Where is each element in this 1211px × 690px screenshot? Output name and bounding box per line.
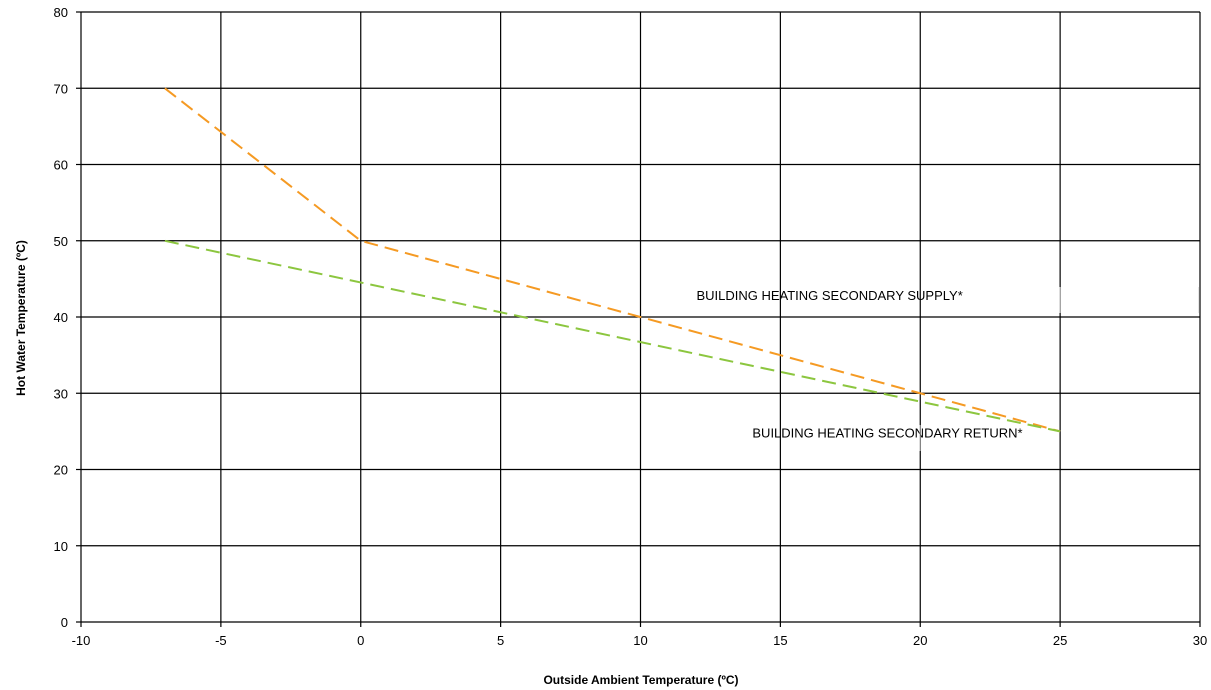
x-axis-title: Outside Ambient Temperature (ºC) — [543, 673, 738, 687]
return-series-line — [164, 239, 1061, 433]
grid — [76, 11, 1201, 627]
y-axis-title: Hot Water Temperature (ºC) — [14, 240, 28, 396]
series — [164, 87, 1061, 433]
y-tick-label: 40 — [54, 310, 68, 325]
y-tick-label: 80 — [54, 5, 68, 20]
annotations: BUILDING HEATING SECONDARY SUPPLY* BUILDI… — [696, 287, 1200, 451]
x-tick-label: 25 — [1053, 633, 1067, 648]
x-tick-label: -10 — [72, 633, 91, 648]
x-tick-label: 30 — [1193, 633, 1207, 648]
y-tick-label: 60 — [54, 158, 68, 173]
x-tick-label: 15 — [773, 633, 787, 648]
y-tick-label: 0 — [61, 615, 68, 630]
x-tick-label: -5 — [215, 633, 227, 648]
x-tick-label: 0 — [357, 633, 364, 648]
y-tick-label: 30 — [54, 386, 68, 401]
return-label: BUILDING HEATING SECONDARY RETURN* — [752, 425, 1022, 440]
supply-label: BUILDING HEATING SECONDARY SUPPLY* — [696, 288, 962, 303]
x-tick-label: 5 — [497, 633, 504, 648]
y-tick-label: 10 — [54, 539, 68, 554]
supply-series-line — [164, 87, 1061, 433]
y-tick-label: 20 — [54, 463, 68, 478]
y-tick-label: 50 — [54, 234, 68, 249]
x-tick-label: 10 — [633, 633, 647, 648]
y-tick-label: 70 — [54, 81, 68, 96]
tick-labels: -10 -5 0 5 10 15 20 25 30 0 10 20 30 40 50 60 70 80 — [54, 5, 1208, 648]
x-tick-label: 20 — [913, 633, 927, 648]
